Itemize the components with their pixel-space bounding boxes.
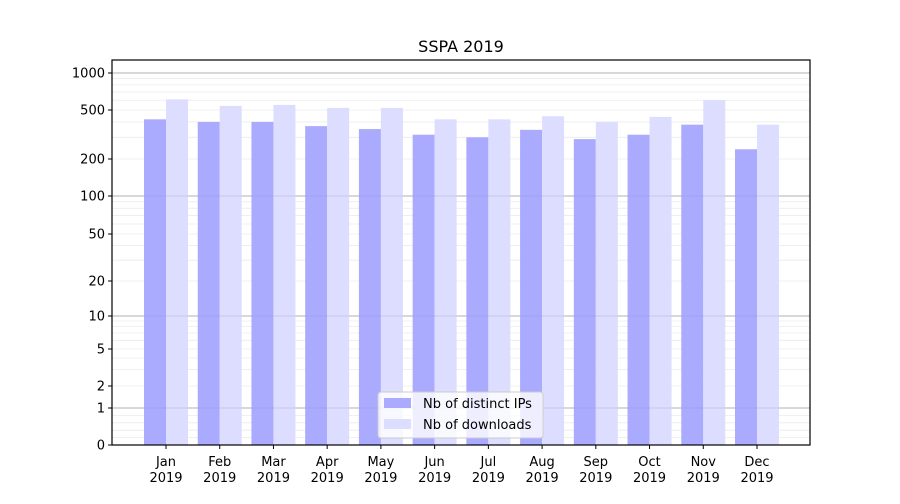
legend-swatch (384, 419, 411, 429)
x-tick-label-year: 2019 (633, 471, 666, 486)
bar-distinct-ips (573, 139, 596, 445)
x-tick-label-month: Oct (638, 455, 660, 470)
legend-box (377, 391, 544, 439)
x-tick-label-month: Jan (155, 455, 176, 470)
y-tick-label: 10 (88, 310, 105, 325)
bar-downloads (757, 124, 779, 446)
bar-downloads (380, 107, 403, 446)
y-tick-label: 200 (80, 153, 105, 168)
bar-downloads (488, 119, 511, 446)
bar-distinct-ips (466, 137, 489, 446)
bar-distinct-ips (358, 129, 381, 445)
x-tick-label-year: 2019 (257, 471, 290, 486)
x-tick-label-year: 2019 (579, 471, 612, 486)
x-tick-label-month: Dec (744, 455, 769, 470)
bar-downloads (219, 105, 242, 445)
bar-distinct-ips (735, 149, 757, 445)
x-tick-label-year: 2019 (311, 471, 344, 486)
bar-distinct-ips (520, 129, 543, 445)
bar-distinct-ips (627, 134, 650, 446)
bar-downloads (166, 99, 188, 445)
y-tick-label: 500 (80, 104, 105, 119)
x-tick-label-year: 2019 (687, 471, 720, 486)
bar-distinct-ips (412, 134, 435, 446)
legend-label: Nb of distinct IPs (423, 397, 532, 412)
x-tick-label-month: Jun (423, 455, 444, 470)
y-tick-label: 0 (97, 439, 105, 454)
x-tick-label-year: 2019 (740, 471, 773, 486)
x-tick-label-year: 2019 (418, 471, 451, 486)
x-tick-label-month: May (367, 455, 394, 470)
bars-layer (112, 72, 810, 446)
y-tick-label: 5 (97, 343, 105, 358)
x-tick-label-month: Feb (208, 455, 231, 470)
x-tick-label-month: Sep (584, 455, 609, 470)
x-tick-label-year: 2019 (149, 471, 182, 486)
x-tick-label-month: Apr (316, 455, 339, 470)
bar-downloads (327, 107, 350, 446)
x-tick-label-month: Nov (691, 455, 717, 470)
x-axis: Jan2019Feb2019Mar2019Apr2019May2019Jun20… (149, 445, 774, 486)
bar-downloads (703, 100, 726, 445)
bar-downloads (434, 119, 457, 446)
y-tick-label: 1000 (72, 67, 105, 82)
x-tick-label-year: 2019 (472, 471, 505, 486)
x-tick-label-month: Jul (480, 455, 497, 470)
y-tick-label: 100 (80, 190, 105, 205)
y-tick-label: 50 (88, 228, 105, 243)
bar-downloads (649, 116, 672, 446)
x-tick-label-year: 2019 (526, 471, 559, 486)
bar-distinct-ips (197, 121, 220, 446)
bar-downloads (273, 104, 296, 446)
bar-downloads (542, 116, 565, 446)
legend-swatch (384, 398, 411, 408)
y-tick-label: 20 (88, 275, 105, 290)
bar-distinct-ips (681, 124, 704, 446)
bar-distinct-ips (144, 119, 166, 446)
x-tick-label-month: Mar (261, 455, 286, 470)
x-tick-label-year: 2019 (364, 471, 397, 486)
legend: Nb of distinct IPs Nb of downloads (377, 391, 544, 439)
y-tick-label: 2 (97, 380, 105, 395)
chart-title: SSPA 2019 (418, 37, 504, 56)
y-tick-label: 1 (97, 402, 105, 417)
axes-frame (111, 59, 811, 446)
bar-distinct-ips (305, 126, 328, 445)
bar-distinct-ips (251, 121, 274, 446)
x-tick-label-year: 2019 (203, 471, 236, 486)
y-axis: 0 1 2 5 10 20 50 100 200 500 1000 (72, 67, 112, 454)
x-tick-label-month: Aug (529, 455, 554, 470)
legend-label: Nb of downloads (423, 418, 532, 433)
bar-downloads (595, 121, 618, 446)
